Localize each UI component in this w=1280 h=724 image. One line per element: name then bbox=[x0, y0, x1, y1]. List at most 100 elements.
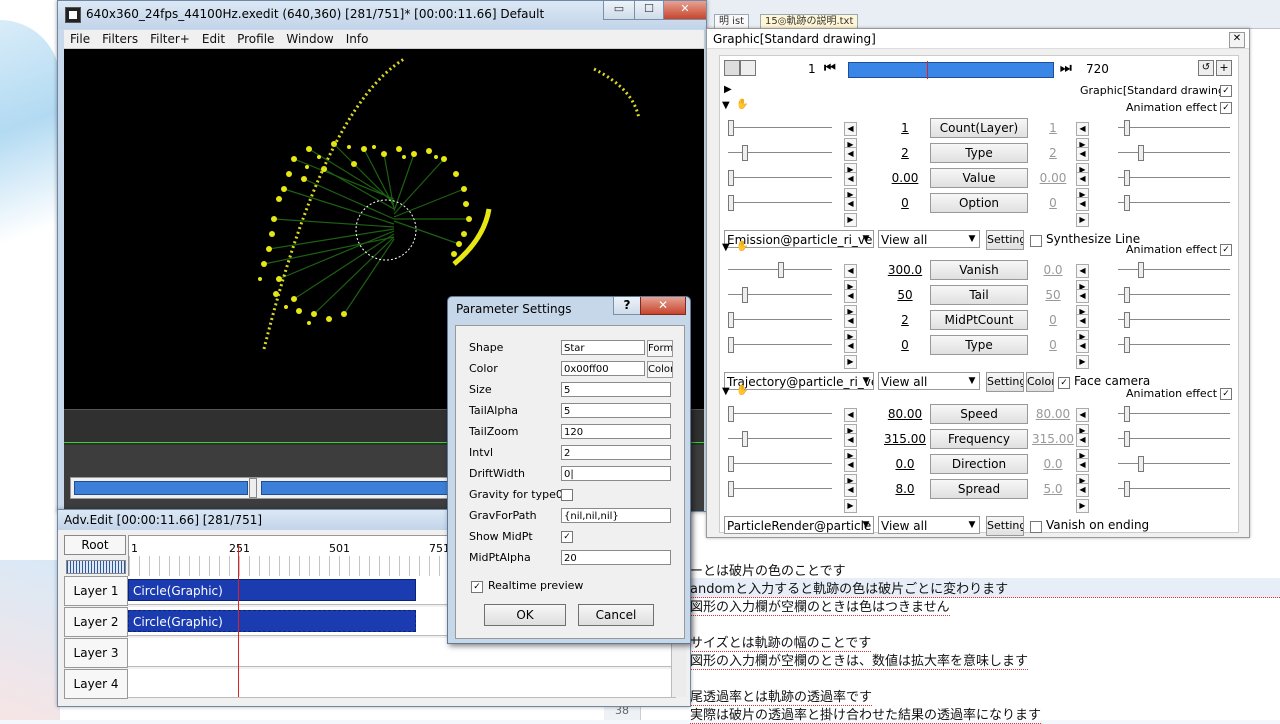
setting-button-render[interactable]: Setting bbox=[986, 516, 1024, 536]
right-step-arrows[interactable]: ◀▶ bbox=[1076, 337, 1102, 369]
gravity-checkbox[interactable] bbox=[561, 487, 573, 501]
right-slider-track[interactable] bbox=[1118, 319, 1230, 320]
layer-1-label[interactable]: Layer 1 bbox=[64, 576, 128, 606]
left-step-arrows[interactable]: ◀▶ bbox=[844, 287, 870, 319]
left-slider-track[interactable] bbox=[728, 319, 832, 320]
reset-icon[interactable]: ↺ bbox=[1198, 60, 1214, 76]
midptalpha-input[interactable]: 20 bbox=[561, 550, 671, 565]
left-step-arrows[interactable]: ◀▶ bbox=[844, 406, 870, 438]
color-input[interactable]: 0x00ff00 bbox=[561, 361, 645, 376]
right-slider-knob[interactable] bbox=[1124, 431, 1130, 447]
menu-window[interactable]: Window bbox=[286, 32, 334, 46]
collapse-arrow-icon[interactable]: ▼ bbox=[722, 242, 730, 253]
layer-4-row[interactable] bbox=[128, 669, 676, 698]
cancel-button[interactable]: Cancel bbox=[578, 604, 654, 626]
param-button-trajectory-2[interactable]: MidPtCount bbox=[930, 310, 1028, 330]
left-slider-track[interactable] bbox=[728, 127, 832, 128]
left-slider-track[interactable] bbox=[728, 463, 832, 464]
menu-info[interactable]: Info bbox=[345, 32, 369, 46]
camera-icon[interactable] bbox=[724, 60, 740, 76]
tailzoom-input[interactable]: 120 bbox=[561, 424, 671, 439]
left-step-arrows[interactable]: ◀▶ bbox=[844, 456, 870, 488]
layer-3-label[interactable]: Layer 3 bbox=[64, 638, 128, 668]
section-enabled-checkbox[interactable]: ✓ bbox=[1220, 242, 1232, 256]
dialog-close-button[interactable]: ✕ bbox=[640, 297, 686, 315]
left-slider-track[interactable] bbox=[728, 438, 832, 439]
right-step-arrows[interactable]: ◀▶ bbox=[1076, 120, 1102, 152]
right-step-arrows[interactable]: ◀▶ bbox=[1076, 406, 1102, 438]
close-button[interactable]: ✕ bbox=[663, 1, 707, 20]
right-slider-knob[interactable] bbox=[1124, 195, 1130, 211]
left-slider-track[interactable] bbox=[728, 152, 832, 153]
layer-2-label[interactable]: Layer 2 bbox=[64, 607, 128, 637]
right-slider-track[interactable] bbox=[1118, 344, 1230, 345]
value-emission-0[interactable]: 1 bbox=[901, 121, 909, 135]
left-slider-knob[interactable] bbox=[728, 170, 734, 186]
layer-icon[interactable] bbox=[740, 60, 756, 76]
value-emission-1[interactable]: 2 bbox=[901, 146, 909, 160]
left-slider-knob[interactable] bbox=[728, 337, 734, 353]
left-slider-knob[interactable] bbox=[728, 120, 734, 136]
dialog-title[interactable]: Parameter Settings bbox=[456, 302, 572, 316]
param-button-render-3[interactable]: Spread bbox=[930, 479, 1028, 499]
right-step-arrows[interactable]: ◀▶ bbox=[1076, 145, 1102, 177]
end-value-trajectory-2[interactable]: 0 bbox=[1049, 313, 1057, 327]
next-frame-icon[interactable]: ⏭ bbox=[1060, 61, 1072, 76]
right-slider-knob[interactable] bbox=[1124, 120, 1130, 136]
frame-seek-bar[interactable] bbox=[70, 477, 452, 499]
value-trajectory-3[interactable]: 0 bbox=[901, 338, 909, 352]
zoom-slider[interactable] bbox=[66, 560, 126, 574]
left-step-arrows[interactable]: ◀▶ bbox=[844, 120, 870, 152]
left-slider-track[interactable] bbox=[728, 413, 832, 414]
value-render-2[interactable]: 0.0 bbox=[895, 457, 915, 471]
end-value-render-2[interactable]: 0.0 bbox=[1043, 457, 1063, 471]
left-slider-knob[interactable] bbox=[742, 287, 748, 303]
driftwidth-input[interactable]: 0| bbox=[561, 466, 671, 481]
right-step-arrows[interactable]: ◀▶ bbox=[1076, 287, 1102, 319]
left-step-arrows[interactable]: ◀▶ bbox=[844, 145, 870, 177]
size-input[interactable]: 5 bbox=[561, 382, 671, 397]
setting-button-trajectory[interactable]: Setting bbox=[986, 372, 1024, 392]
right-step-arrows[interactable]: ◀▶ bbox=[1076, 195, 1102, 227]
right-step-arrows[interactable]: ◀▶ bbox=[1076, 312, 1102, 344]
view-combo-trajectory[interactable]: View all ▼ bbox=[878, 372, 980, 390]
layer-4-label[interactable]: Layer 4 bbox=[64, 669, 128, 699]
value-emission-3[interactable]: 0 bbox=[901, 196, 909, 210]
collapse-arrow-icon[interactable]: ▼ bbox=[722, 100, 730, 111]
shape-input[interactable]: Star bbox=[561, 340, 645, 355]
end-value-emission-0[interactable]: 1 bbox=[1049, 121, 1057, 135]
extra-checkbox-trajectory[interactable]: ✓ bbox=[1058, 375, 1070, 389]
help-button[interactable]: ? bbox=[613, 297, 641, 315]
left-step-arrows[interactable]: ◀▶ bbox=[844, 195, 870, 227]
graphic-panel-title[interactable]: Graphic[Standard drawing] bbox=[707, 29, 1249, 49]
extra-checkbox-render[interactable] bbox=[1030, 519, 1042, 533]
menu-file[interactable]: File bbox=[70, 32, 91, 46]
right-slider-track[interactable] bbox=[1118, 127, 1230, 128]
param-button-emission-2[interactable]: Value bbox=[930, 168, 1028, 188]
extra-checkbox-emission[interactable] bbox=[1030, 233, 1042, 247]
tailalpha-input[interactable]: 5 bbox=[561, 403, 671, 418]
intvl-input[interactable]: 2 bbox=[561, 445, 671, 460]
main-window-titlebar[interactable]: 640x360_24fps_44100Hz.exedit (640,360) [… bbox=[58, 1, 707, 29]
left-slider-knob[interactable] bbox=[742, 431, 748, 447]
text-editor-area[interactable] bbox=[640, 540, 1280, 720]
root-button[interactable]: Root bbox=[64, 535, 126, 555]
view-combo-render[interactable]: View all ▼ bbox=[878, 516, 980, 534]
menu-edit[interactable]: Edit bbox=[201, 32, 226, 46]
right-step-arrows[interactable]: ◀▶ bbox=[1076, 481, 1102, 513]
left-step-arrows[interactable]: ◀▶ bbox=[844, 337, 870, 369]
end-value-trajectory-0[interactable]: 0.0 bbox=[1043, 263, 1063, 277]
setting-button-emission[interactable]: Setting bbox=[986, 230, 1024, 250]
left-slider-knob[interactable] bbox=[728, 195, 734, 211]
left-step-arrows[interactable]: ◀▶ bbox=[844, 481, 870, 513]
right-slider-knob[interactable] bbox=[1124, 406, 1130, 422]
left-slider-track[interactable] bbox=[728, 202, 832, 203]
realtime-checkbox[interactable]: ✓ bbox=[471, 579, 483, 593]
left-slider-track[interactable] bbox=[728, 294, 832, 295]
showmidpt-checkbox[interactable]: ✓ bbox=[561, 529, 573, 543]
section-enabled-checkbox[interactable]: ✓ bbox=[1220, 386, 1232, 400]
left-step-arrows[interactable]: ◀▶ bbox=[844, 431, 870, 463]
right-slider-knob[interactable] bbox=[1124, 170, 1130, 186]
left-step-arrows[interactable]: ◀▶ bbox=[844, 170, 870, 202]
color-button-trajectory[interactable]: Color bbox=[1026, 372, 1054, 392]
